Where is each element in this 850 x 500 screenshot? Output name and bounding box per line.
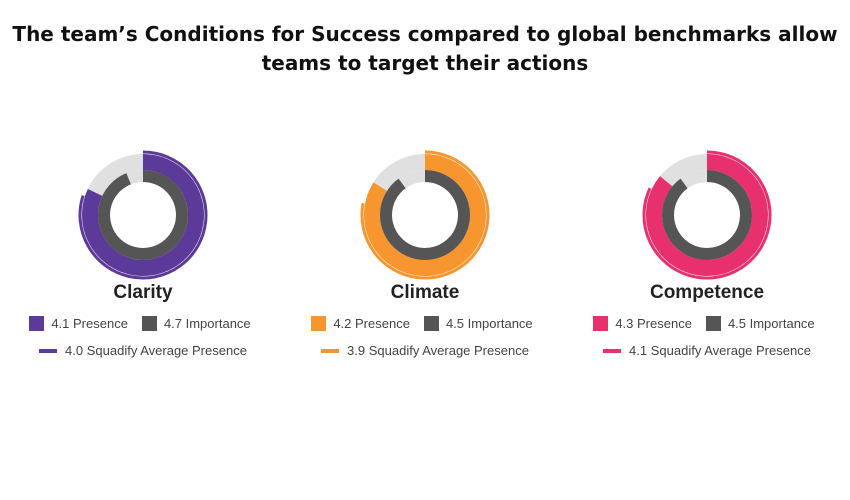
radial-chart	[642, 150, 772, 280]
legend: 4.3 Presence 4.5 Importance	[577, 316, 837, 331]
legend-importance: 4.7 Importance	[141, 316, 251, 331]
chart-name: Climate	[390, 282, 460, 303]
legend-importance: 4.5 Importance	[423, 316, 533, 331]
presence-label: 4.1 Presence	[51, 316, 128, 331]
page-title: The team’s Conditions for Success compar…	[12, 22, 838, 75]
average-line-swatch	[321, 348, 340, 353]
importance-arc	[380, 170, 470, 260]
chart-competence: Competence 4.3 Presence 4.5 Importance 4…	[577, 150, 837, 358]
importance-label: 4.5 Importance	[727, 316, 815, 331]
importance-swatch	[705, 316, 721, 331]
presence-label: 4.3 Presence	[615, 316, 692, 331]
legend-importance: 4.5 Importance	[705, 316, 815, 331]
average-arc	[78, 150, 208, 280]
average-label: 3.9 Squadify Average Presence	[347, 343, 529, 358]
importance-swatch	[141, 316, 157, 331]
average-line-swatch	[39, 348, 58, 353]
legend-average: 3.9 Squadify Average Presence	[295, 343, 555, 358]
chart-name: Competence	[649, 282, 765, 303]
average-arc	[360, 150, 490, 280]
presence-arc	[82, 154, 204, 276]
average-label: 4.0 Squadify Average Presence	[65, 343, 247, 358]
legend-presence: 4.1 Presence	[29, 316, 128, 331]
chart-climate: Climate 4.2 Presence 4.5 Importance 3.9 …	[295, 150, 555, 358]
legend: 4.2 Presence 4.5 Importance	[295, 316, 555, 331]
importance-arc	[98, 170, 188, 260]
presence-label: 4.2 Presence	[333, 316, 410, 331]
average-line-swatch	[603, 348, 622, 353]
chart-clarity: Clarity 4.1 Presence 4.7 Importance 4.0 …	[13, 150, 273, 358]
importance-label: 4.7 Importance	[163, 316, 251, 331]
presence-swatch	[29, 316, 45, 331]
legend: 4.1 Presence 4.7 Importance	[13, 316, 273, 331]
importance-swatch	[423, 316, 439, 331]
average-label: 4.1 Squadify Average Presence	[629, 343, 811, 358]
legend-average: 4.0 Squadify Average Presence	[13, 343, 273, 358]
presence-arc	[646, 154, 768, 276]
radial-chart	[360, 150, 490, 280]
presence-arc	[364, 154, 486, 276]
importance-label: 4.5 Importance	[445, 316, 533, 331]
chart-name: Clarity	[113, 282, 173, 303]
radial-chart	[78, 150, 208, 280]
presence-swatch	[311, 316, 327, 331]
presence-swatch	[593, 316, 609, 331]
legend-average: 4.1 Squadify Average Presence	[577, 343, 837, 358]
average-arc	[642, 150, 772, 280]
legend-presence: 4.2 Presence	[311, 316, 410, 331]
legend-presence: 4.3 Presence	[593, 316, 692, 331]
importance-arc	[662, 170, 752, 260]
